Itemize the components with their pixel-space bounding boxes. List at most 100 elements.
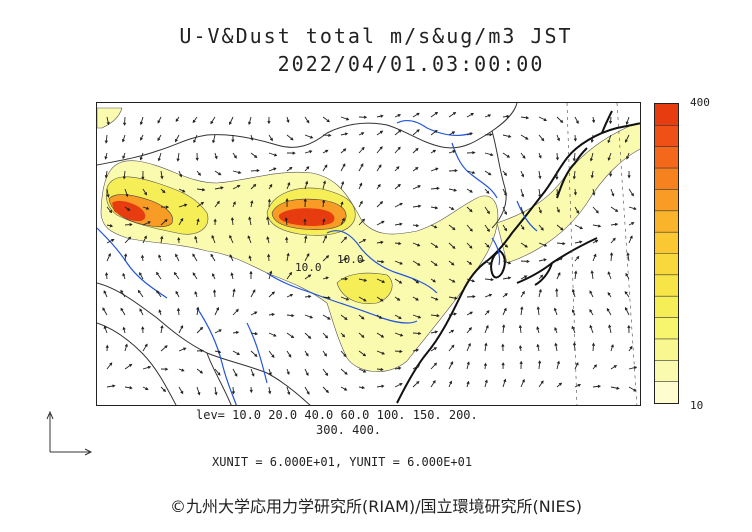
wind-arrow xyxy=(322,235,327,244)
colorbar-band xyxy=(655,296,678,319)
wind-arrow xyxy=(520,259,530,264)
wind-arrow xyxy=(448,242,456,249)
wind-arrow xyxy=(286,271,293,280)
wind-arrow xyxy=(232,170,242,174)
wind-arrow xyxy=(322,180,327,190)
wind-arrow xyxy=(124,206,131,211)
wind-arrow xyxy=(178,368,185,372)
wind-arrow xyxy=(628,222,635,226)
wind-arrow xyxy=(484,310,490,316)
wind-arrow xyxy=(266,216,270,226)
wind-arrow xyxy=(176,152,180,162)
wind-arrow xyxy=(122,116,127,126)
wind-arrow xyxy=(286,116,290,123)
wind-arrow xyxy=(268,312,276,317)
wind-arrow xyxy=(394,366,402,370)
wind-arrow xyxy=(139,308,144,316)
colorbar-band xyxy=(655,168,678,190)
wind-arrow xyxy=(376,384,385,388)
wind-arrow xyxy=(466,311,474,316)
wind-arrow xyxy=(285,236,289,244)
wind-arrow xyxy=(322,386,329,394)
wind-arrow xyxy=(536,343,540,352)
wind-arrow xyxy=(322,199,326,208)
colorbar-band xyxy=(655,360,678,383)
wind-arrow xyxy=(160,325,164,334)
wind-arrow xyxy=(628,188,634,197)
wind-arrow xyxy=(158,254,162,262)
wind-arrow xyxy=(592,239,599,244)
wind-arrow xyxy=(376,183,381,190)
wind-arrow xyxy=(247,235,252,244)
wind-arrow xyxy=(608,116,613,125)
wind-arrow xyxy=(502,170,508,176)
wind-arrow xyxy=(448,260,455,266)
wind-arrow xyxy=(178,386,184,395)
wind-arrow xyxy=(139,152,144,161)
wind-arrow xyxy=(214,350,222,354)
wind-arrow xyxy=(412,112,420,118)
wind-arrow xyxy=(592,253,597,262)
wind-arrow xyxy=(589,324,594,334)
wind-arrow xyxy=(304,368,309,377)
wind-arrow xyxy=(340,132,349,136)
wind-arrow xyxy=(250,289,256,298)
wind-arrow xyxy=(376,296,384,302)
wind-arrow xyxy=(340,201,344,208)
wind-arrow xyxy=(286,368,290,375)
wind-arrow xyxy=(232,201,236,208)
wind-arrow xyxy=(430,314,440,318)
wind-arrow xyxy=(520,224,525,230)
wind-arrow xyxy=(519,360,523,370)
wind-arrow xyxy=(340,314,348,321)
wind-arrow xyxy=(106,116,110,126)
wind-arrow xyxy=(196,326,204,334)
wind-arrow xyxy=(536,306,540,316)
wind-arrow xyxy=(213,218,217,226)
wind-arrow xyxy=(538,188,542,198)
wind-arrow xyxy=(607,134,612,144)
wind-arrow xyxy=(610,188,615,197)
wind-arrow xyxy=(394,349,403,354)
wind-arrow xyxy=(104,170,108,179)
wind-arrow xyxy=(142,221,151,226)
wind-arrow xyxy=(484,114,492,118)
wind-arrow xyxy=(340,116,350,121)
map-timestamp: 2022/04/01.03:00:00 xyxy=(277,52,545,76)
colorbar-scale xyxy=(655,104,678,404)
wind-arrow xyxy=(448,131,456,136)
wind-arrow xyxy=(412,296,419,301)
wind-arrow xyxy=(175,253,180,262)
wind-arrow xyxy=(267,116,271,125)
wind-arrow xyxy=(304,386,310,395)
wind-arrow xyxy=(610,237,616,244)
wind-arrow xyxy=(358,385,365,390)
wind-arrow xyxy=(248,216,252,226)
wind-arrow xyxy=(214,306,220,316)
wind-arrow xyxy=(520,170,525,178)
wind-arrow xyxy=(266,236,270,244)
wind-arrow xyxy=(520,116,530,120)
wind-arrow xyxy=(556,257,563,262)
wind-arrow xyxy=(284,217,288,226)
wind-arrow xyxy=(303,218,307,225)
wind-arrow xyxy=(538,242,548,247)
wind-arrow xyxy=(430,111,439,118)
wind-arrow xyxy=(520,306,524,316)
colorbar-band xyxy=(655,125,678,148)
wind-arrow xyxy=(214,170,222,176)
wind-arrow xyxy=(102,307,108,316)
wind-arrow xyxy=(502,260,512,265)
wind-arrow xyxy=(196,306,200,316)
wind-arrow xyxy=(430,129,438,136)
wind-arrow xyxy=(268,270,273,280)
wind-arrow xyxy=(520,378,525,388)
wind-arrow xyxy=(160,205,170,209)
wind-arrow xyxy=(412,331,422,336)
wind-arrow xyxy=(214,186,224,190)
map-canvas: 10.0 10.0 xyxy=(97,103,640,405)
wind-arrow xyxy=(250,200,254,208)
wind-arrow xyxy=(556,116,564,124)
wind-arrow xyxy=(195,152,199,162)
wind-arrow xyxy=(430,278,436,283)
